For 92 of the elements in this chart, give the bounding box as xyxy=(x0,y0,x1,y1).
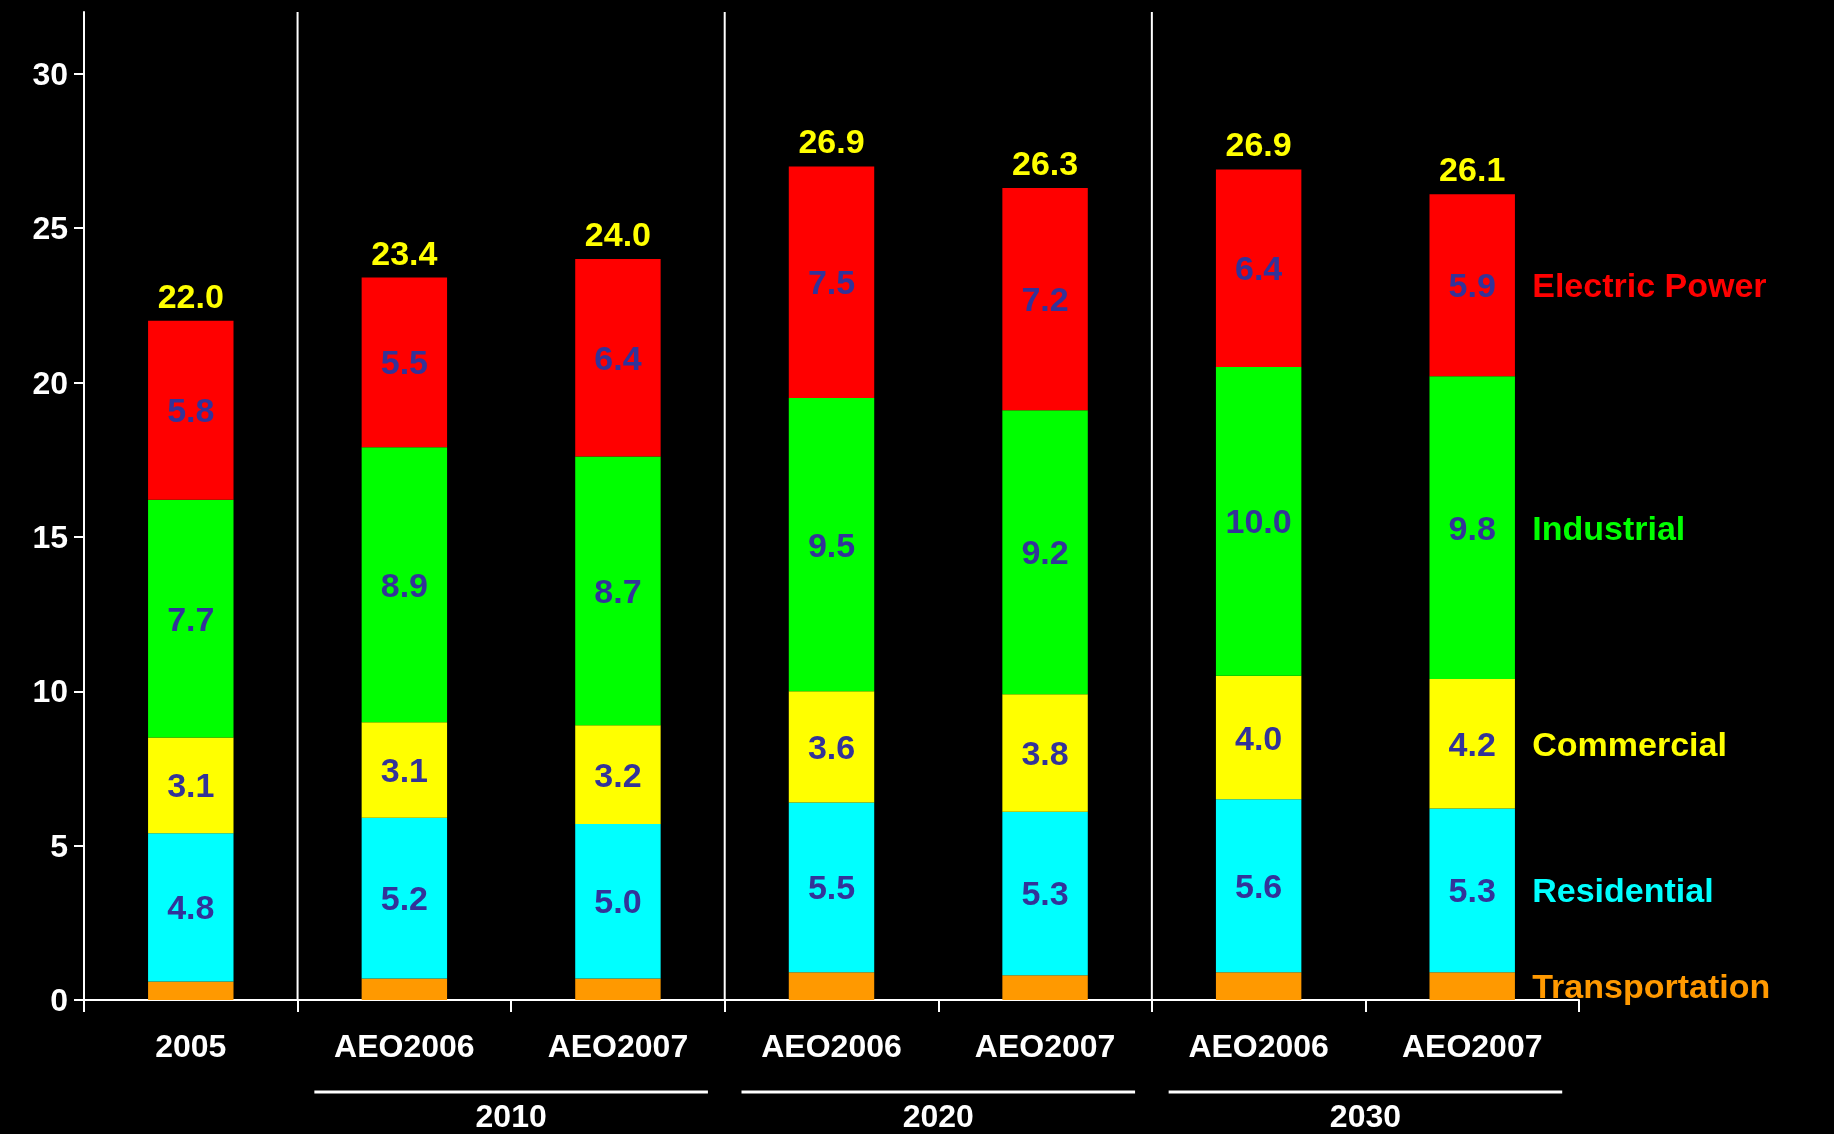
data-label: 3.1 xyxy=(167,766,215,805)
bar xyxy=(148,499,234,738)
data-label: 9.2 xyxy=(1021,533,1069,572)
total-label: 24.0 xyxy=(584,215,652,253)
data-label: 5.6 xyxy=(1235,866,1283,905)
bar xyxy=(361,722,448,818)
data-label: 10.0 xyxy=(1225,502,1292,541)
bar xyxy=(1002,187,1088,411)
bar xyxy=(1002,811,1088,976)
data-label: 3.2 xyxy=(594,755,642,794)
bar xyxy=(575,824,661,979)
bar xyxy=(575,259,661,457)
y-tick-label: 5 xyxy=(50,827,68,864)
text: 2010 xyxy=(475,1098,547,1134)
x-tick-label: AEO2006 xyxy=(334,1028,475,1064)
total-label: 26.9 xyxy=(1225,125,1292,164)
bar xyxy=(1429,194,1515,377)
data-label: 3.8 xyxy=(1021,734,1069,772)
x-tick-label: AEO2006 xyxy=(1188,1028,1329,1064)
data-label: 8.9 xyxy=(380,565,428,604)
y-tick-label: 0 xyxy=(50,982,68,1018)
series-label: Industrial xyxy=(1532,508,1686,547)
bar xyxy=(1002,694,1088,812)
y-tick-label: 25 xyxy=(32,210,68,247)
data-label: 5.5 xyxy=(807,868,856,907)
bar xyxy=(361,277,448,448)
data-label: 9.5 xyxy=(807,525,856,564)
data-label: 5.8 xyxy=(167,391,215,430)
total-label: 26.9 xyxy=(798,122,865,161)
y-tick-label: 30 xyxy=(32,55,68,92)
x-tick-label: AEO2007 xyxy=(1401,1028,1543,1064)
data-label: 4.0 xyxy=(1235,718,1283,757)
total-label: 22.0 xyxy=(157,276,224,315)
x-tick-label: AEO2007 xyxy=(974,1028,1116,1064)
bar xyxy=(788,691,875,803)
bar xyxy=(361,447,448,723)
data-label: 5.3 xyxy=(1021,874,1069,913)
bar xyxy=(1215,169,1302,368)
bar xyxy=(148,737,234,834)
data-label: 5.5 xyxy=(380,343,428,382)
bar xyxy=(1429,972,1515,1000)
bar xyxy=(1429,678,1515,809)
bar xyxy=(361,817,448,979)
bar xyxy=(788,972,875,1000)
bar xyxy=(1002,410,1088,695)
bar xyxy=(1429,376,1515,679)
series-label: Electric Power xyxy=(1532,266,1767,305)
data-label: 3.6 xyxy=(807,727,856,766)
x-tick-label: 2005 xyxy=(155,1028,227,1064)
y-tick-label: 15 xyxy=(32,518,68,555)
bar xyxy=(1215,367,1302,676)
bar xyxy=(1215,799,1302,973)
bar xyxy=(361,978,448,1000)
text: 2030 xyxy=(1329,1098,1402,1134)
bar xyxy=(148,833,234,982)
bar xyxy=(788,802,875,973)
bar xyxy=(1215,675,1302,800)
y-tick-label: 10 xyxy=(32,673,68,710)
series-label: Commercial xyxy=(1532,724,1727,763)
data-label: 7.5 xyxy=(807,263,856,302)
bar xyxy=(575,725,661,825)
total-label: 23.4 xyxy=(371,233,438,272)
bar xyxy=(1002,975,1088,1000)
x-tick-label: AEO2007 xyxy=(547,1028,689,1064)
data-label: 3.1 xyxy=(380,750,428,789)
data-label: 4.2 xyxy=(1448,724,1496,763)
data-label: 5.9 xyxy=(1448,266,1496,305)
bar xyxy=(575,456,661,726)
data-label: 9.8 xyxy=(1448,508,1496,547)
series-label: Residential xyxy=(1532,871,1714,910)
data-label: 6.4 xyxy=(1235,249,1283,288)
total-label: 26.3 xyxy=(1011,143,1079,182)
bar xyxy=(148,981,234,1000)
text: 2020 xyxy=(902,1098,974,1134)
y-tick-label: 20 xyxy=(32,364,68,401)
total-label: 26.1 xyxy=(1439,150,1506,189)
data-label: 6.4 xyxy=(594,338,642,377)
data-label: 5.0 xyxy=(594,882,642,921)
series-label: Transportation xyxy=(1532,967,1771,1006)
bar xyxy=(1429,808,1515,973)
data-label: 7.2 xyxy=(1021,280,1069,319)
data-label: 5.2 xyxy=(380,879,428,918)
bar xyxy=(788,166,875,398)
x-tick-label: AEO2006 xyxy=(761,1028,902,1064)
bar xyxy=(148,320,234,500)
bar xyxy=(1215,972,1302,1000)
data-label: 5.3 xyxy=(1448,871,1496,910)
data-label: 8.7 xyxy=(594,571,642,610)
data-label: 4.8 xyxy=(167,888,215,927)
data-label: 7.7 xyxy=(167,599,215,638)
bar xyxy=(788,397,875,692)
bar xyxy=(575,978,661,1000)
